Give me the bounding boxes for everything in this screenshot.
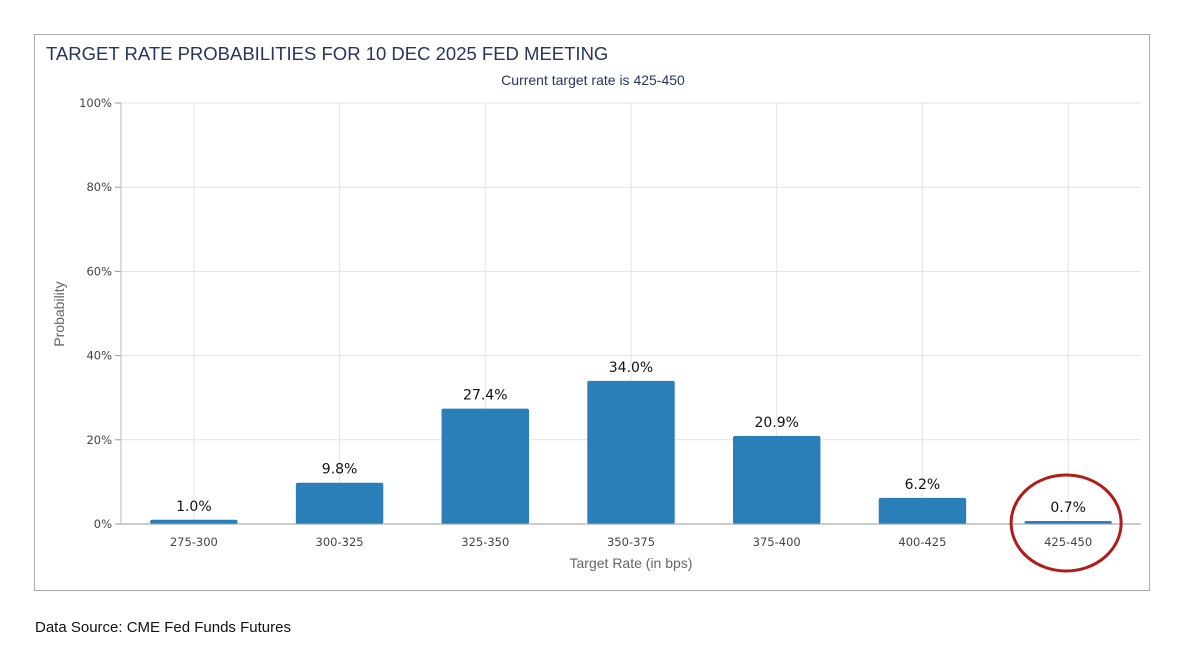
- y-tick-label: 80%: [86, 180, 112, 194]
- x-tick-label: 375-400: [753, 535, 801, 549]
- y-tick-label: 40%: [86, 349, 112, 363]
- highlight-annotation: [1009, 473, 1123, 573]
- bar-300-325: [295, 482, 384, 524]
- gridlines: [121, 102, 1141, 524]
- y-tick-label: 0%: [94, 517, 112, 531]
- bar-value-label: 9.8%: [322, 462, 358, 478]
- data-source-note: Data Source: CME Fed Funds Futures: [35, 619, 291, 636]
- highlight-circle: [1009, 473, 1123, 573]
- bar-350-375: [587, 380, 675, 524]
- x-tick-label: 300-325: [316, 535, 364, 549]
- x-tick-label: 325-350: [461, 535, 509, 549]
- y-tick-label: 60%: [86, 264, 112, 278]
- bar-value-label: 20.9%: [754, 415, 798, 431]
- chart-frame: TARGET RATE PROBABILITIES FOR 10 DEC 202…: [34, 34, 1150, 591]
- bar-value-label: 27.4%: [463, 388, 507, 404]
- bars: 1.0% 9.8% 27.4% 34.0% 20.9% 6.2% 0.7%: [150, 360, 1112, 524]
- chart-subtitle: Current target rate is 425-450: [501, 72, 685, 88]
- axes: 0% 20% 40% 60% 80% 100% 275-300 300-325 325-350 3…: [79, 96, 1141, 549]
- bar-value-label: 34.0%: [609, 360, 653, 376]
- bar-400-425: [878, 497, 967, 524]
- y-axis-label: Probability: [51, 281, 67, 346]
- bar-value-label: 6.2%: [905, 477, 941, 493]
- x-tick-label: 400-425: [898, 535, 946, 549]
- y-tick-label: 20%: [86, 433, 112, 447]
- bar-325-350: [441, 408, 529, 524]
- bar-425-450: [1024, 521, 1112, 524]
- y-tick-label: 100%: [79, 96, 112, 110]
- x-tick-label: 275-300: [170, 535, 218, 549]
- x-tick-label: 350-375: [607, 535, 655, 549]
- bar-chart: TARGET RATE PROBABILITIES FOR 10 DEC 202…: [46, 43, 1141, 573]
- x-axis-label: Target Rate (in bps): [570, 555, 693, 571]
- x-tick-label: 425-450: [1044, 535, 1092, 549]
- bar-value-label: 1.0%: [176, 499, 212, 515]
- bar-375-400: [733, 436, 821, 524]
- chart-title: TARGET RATE PROBABILITIES FOR 10 DEC 202…: [46, 43, 608, 64]
- bar-275-300: [150, 519, 238, 524]
- bar-value-label: 0.7%: [1050, 500, 1086, 516]
